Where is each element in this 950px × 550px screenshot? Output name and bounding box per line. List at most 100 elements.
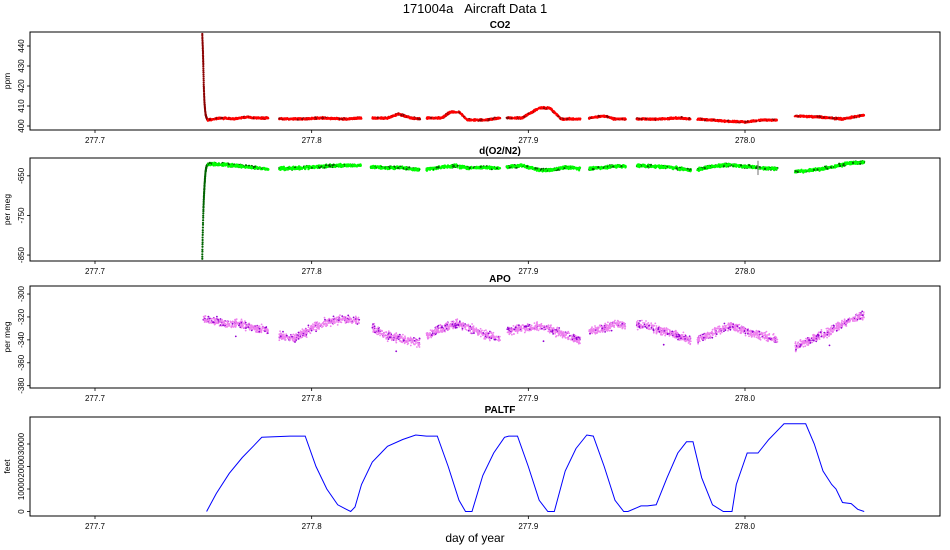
- data-point: [837, 117, 840, 120]
- data-point: [303, 165, 306, 168]
- data-point: [351, 164, 354, 167]
- data-point: [534, 167, 537, 170]
- data-point: [551, 169, 555, 172]
- data-point: [337, 163, 340, 166]
- data-point: [525, 113, 528, 116]
- data-point: [201, 223, 205, 226]
- data-point: [202, 69, 205, 72]
- data-point: [202, 60, 205, 63]
- data-point: [201, 257, 204, 260]
- data-point: [521, 116, 524, 119]
- data-point: [450, 164, 453, 167]
- data-point: [249, 166, 252, 169]
- data-point: [456, 164, 459, 167]
- data-point: [202, 208, 205, 211]
- data-point: [355, 164, 359, 167]
- data-point: [316, 165, 319, 168]
- data-point: [201, 248, 204, 251]
- data-point: [286, 117, 289, 120]
- data-point: [373, 116, 376, 120]
- series-segment-co2-0: [201, 32, 209, 121]
- data-point: [552, 109, 555, 113]
- data-point: [284, 118, 287, 121]
- data-point: [201, 36, 204, 39]
- data-point: [414, 168, 417, 171]
- data-point: [597, 114, 600, 117]
- data-point: [221, 163, 224, 166]
- data-point: [263, 116, 266, 119]
- data-point: [568, 117, 571, 120]
- data-point: [211, 162, 215, 165]
- data-point: [288, 117, 292, 121]
- data-point: [610, 117, 613, 120]
- data-point: [476, 166, 479, 169]
- data-point: [523, 115, 526, 118]
- data-point: [244, 166, 247, 169]
- data-point: [308, 166, 312, 169]
- data-point: [445, 114, 448, 117]
- data-point: [624, 165, 627, 168]
- data-point: [371, 116, 374, 119]
- data-point: [203, 99, 206, 103]
- x-tick-label: 277.8: [302, 136, 323, 145]
- data-point: [202, 62, 205, 65]
- data-point: [460, 165, 463, 168]
- data-point: [662, 117, 665, 120]
- data-point: [826, 117, 829, 120]
- data-point: [557, 115, 560, 118]
- data-point: [466, 119, 470, 122]
- data-point: [831, 117, 834, 120]
- data-point: [622, 117, 625, 120]
- data-point: [298, 167, 301, 170]
- data-point: [435, 166, 438, 169]
- data-point: [495, 167, 499, 170]
- data-point: [744, 120, 747, 123]
- data-point: [201, 236, 204, 239]
- data-point: [682, 117, 685, 121]
- data-point: [208, 161, 211, 165]
- data-point: [542, 107, 546, 110]
- data-point: [464, 166, 467, 169]
- y-axis-label-co2: ppm: [2, 73, 12, 90]
- data-point: [408, 166, 411, 169]
- data-point: [858, 114, 861, 117]
- data-point: [497, 117, 500, 120]
- data-point: [540, 167, 543, 171]
- data-point: [512, 165, 516, 168]
- data-point: [560, 166, 564, 169]
- data-point: [245, 115, 249, 118]
- data-point: [291, 168, 294, 171]
- data-point: [318, 164, 321, 167]
- data-point: [202, 71, 205, 74]
- data-point: [540, 106, 543, 109]
- data-point: [376, 165, 379, 168]
- series-segment-co2-6: [587, 114, 627, 121]
- data-point: [526, 165, 529, 168]
- data-point: [339, 163, 343, 166]
- data-point: [390, 166, 393, 169]
- data-point: [251, 166, 254, 169]
- data-point: [358, 116, 361, 119]
- data-point: [669, 117, 672, 120]
- data-point: [577, 166, 580, 170]
- data-point: [396, 113, 399, 116]
- data-point: [201, 253, 204, 256]
- data-point: [451, 111, 454, 114]
- data-point: [575, 168, 579, 171]
- data-point: [529, 112, 532, 115]
- data-point: [216, 163, 219, 166]
- data-point: [258, 166, 261, 169]
- data-point: [576, 118, 579, 121]
- data-point: [425, 169, 428, 172]
- data-point: [201, 250, 204, 253]
- data-point: [341, 118, 344, 121]
- data-point: [316, 117, 319, 120]
- data-point: [611, 117, 615, 120]
- data-point: [323, 166, 326, 169]
- data-point: [407, 116, 410, 119]
- data-point: [201, 238, 204, 242]
- series-segment-co2-1: [206, 115, 270, 122]
- data-point: [202, 87, 205, 90]
- series-segment-d-o2-n2-5: [505, 163, 582, 173]
